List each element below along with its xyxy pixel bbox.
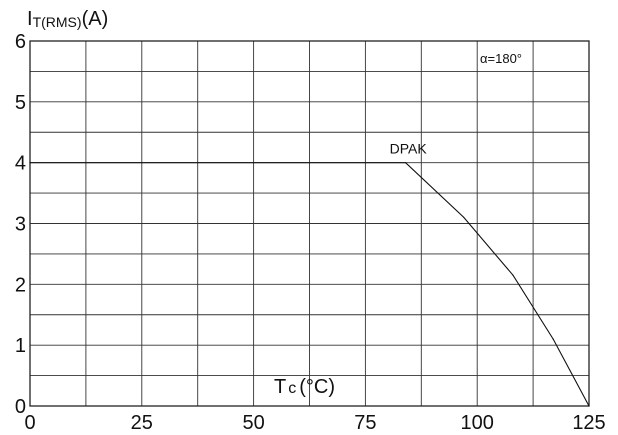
y-tick-label: 5 xyxy=(15,92,26,114)
x-tick-label: 125 xyxy=(572,412,605,434)
x-tick-label: 25 xyxy=(131,412,153,434)
y-tick-label: 1 xyxy=(15,335,26,357)
series-point xyxy=(512,274,514,276)
y-axis-label-unit: (A) xyxy=(82,8,109,30)
y-axis-label-main: I xyxy=(27,8,33,30)
series-line xyxy=(30,162,590,407)
series-point xyxy=(405,162,407,164)
y-axis-label-sub: T(RMS) xyxy=(33,14,82,30)
y-tick-label: 2 xyxy=(15,274,26,296)
x-tick-labels: 0 25 50 75 100 125 xyxy=(24,412,605,434)
series-point xyxy=(552,338,554,340)
y-tick-labels: 0 1 2 3 4 5 6 xyxy=(15,31,26,418)
series-point xyxy=(588,405,590,407)
x-tick-label: 100 xyxy=(461,412,494,434)
plot-frame xyxy=(29,40,590,407)
series-point xyxy=(463,216,465,219)
y-tick-label: 6 xyxy=(15,31,26,53)
x-axis-label-main: T xyxy=(274,376,286,398)
x-tick-label: 0 xyxy=(24,412,35,434)
y-axis-label: IT(RMS)(A) xyxy=(27,8,108,30)
x-tick-label: 75 xyxy=(354,412,376,434)
x-axis-label-unit: (°C) xyxy=(299,376,335,398)
x-tick-label: 50 xyxy=(242,412,264,434)
y-tick-label: 3 xyxy=(15,214,26,236)
alpha-annotation: α=180° xyxy=(480,51,522,66)
x-axis-label-sub: c xyxy=(288,380,296,397)
series-point xyxy=(29,162,31,164)
grid xyxy=(30,41,589,406)
y-tick-label: 0 xyxy=(15,396,26,418)
series-label: DPAK xyxy=(390,141,428,157)
series-group: DPAK xyxy=(29,141,590,407)
y-tick-label: 4 xyxy=(15,153,26,175)
